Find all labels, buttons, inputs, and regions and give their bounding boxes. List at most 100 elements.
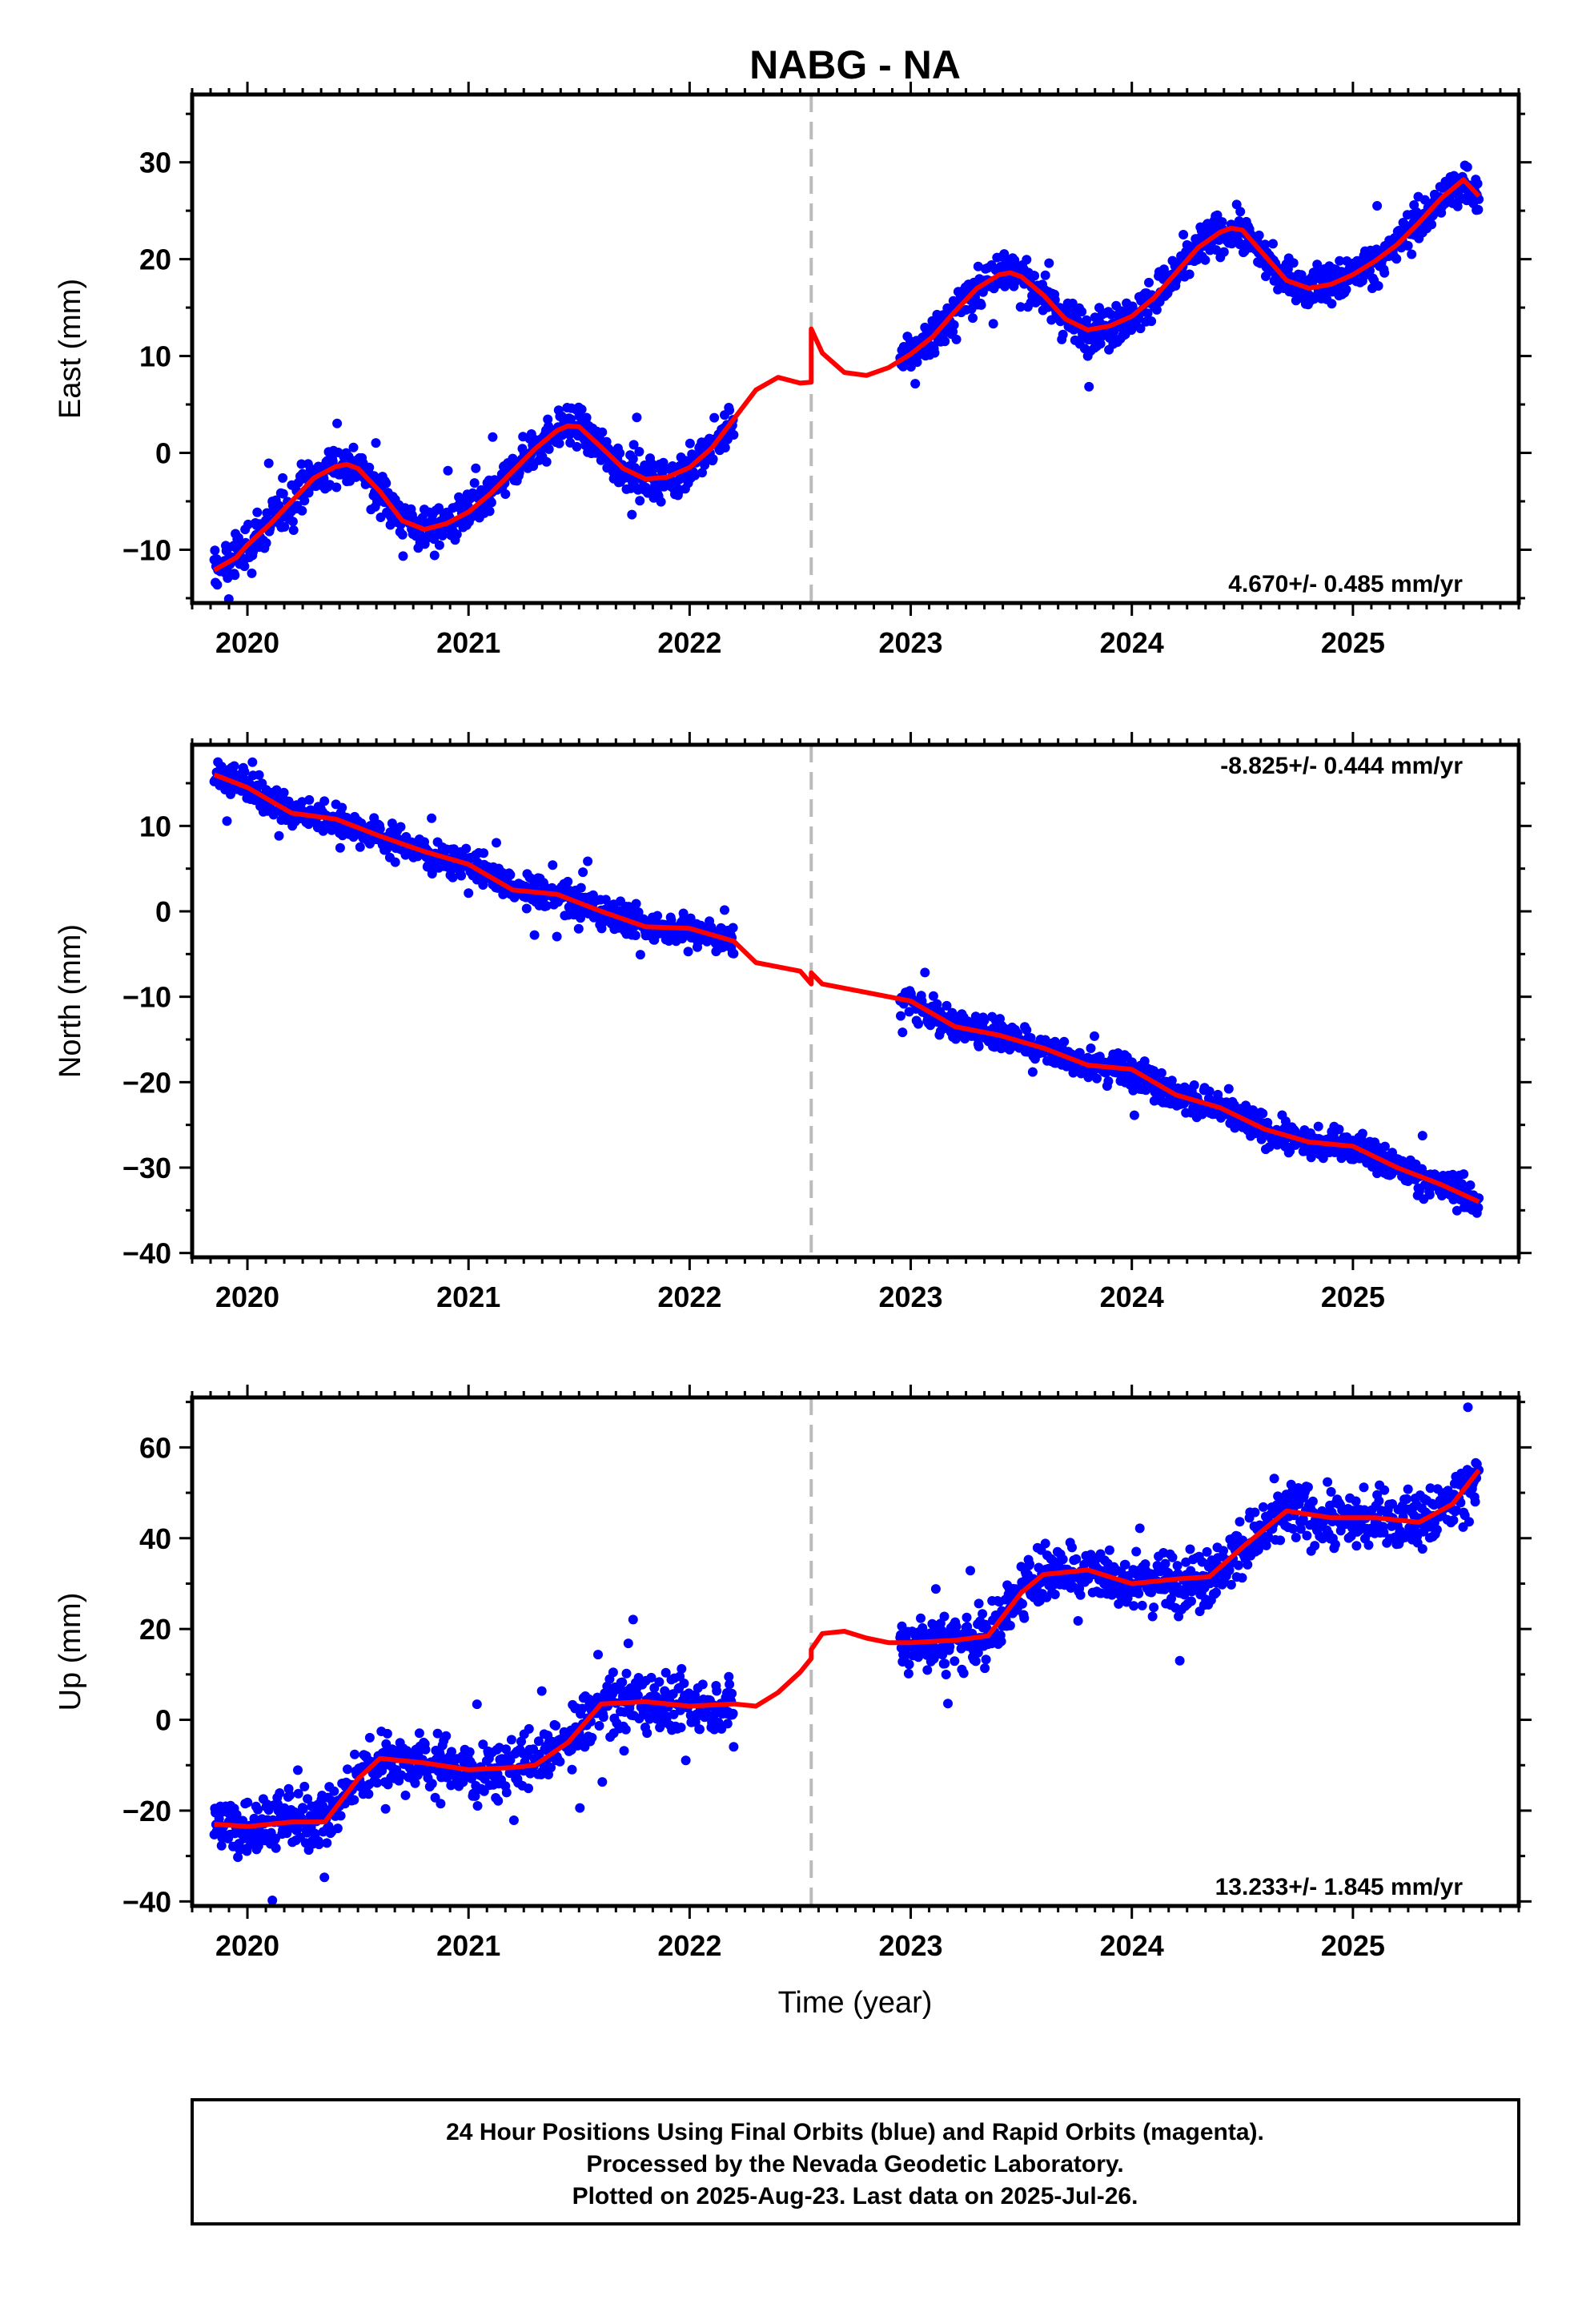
data-point [267,1896,278,1905]
data-point [1022,1025,1032,1035]
data-point [1134,1523,1145,1534]
data-point [594,1721,604,1731]
data-point [1303,1482,1313,1492]
data-point [396,822,406,832]
data-point [1211,1587,1221,1598]
data-point [608,1667,618,1678]
data-point [1090,1031,1099,1041]
data-point [254,770,264,780]
data-point [271,1843,281,1853]
data-point [319,796,330,806]
data-point [1167,1552,1178,1562]
x-tick-label: 2020 [215,626,279,659]
data-point [1379,267,1390,278]
data-point [1005,1620,1015,1630]
data-point [981,1655,991,1665]
data-point [521,903,532,914]
data-point [1456,1179,1467,1189]
data-point [1310,1541,1320,1551]
data-point [1197,1557,1207,1567]
data-point [652,911,663,921]
data-point [623,1638,633,1649]
data-point [524,1723,534,1734]
data-point [471,463,481,473]
data-point [617,1677,628,1687]
data-point [293,1788,303,1799]
data-point [375,824,385,834]
data-point [432,1728,443,1739]
data-point [974,1041,984,1051]
data-point [940,1659,950,1669]
data-point [516,1736,526,1747]
model-fit-line [213,177,1481,573]
data-point [243,1797,253,1807]
x-tick-label: 2020 [215,1281,279,1313]
data-point [1307,1496,1318,1506]
data-point [949,320,959,330]
data-point [634,447,644,456]
data-point [1288,258,1299,268]
data-point [319,1872,330,1883]
data-point [675,1671,685,1682]
data-point [546,1763,556,1773]
data-point [1459,1169,1469,1180]
data-point [974,1598,984,1609]
data-point [288,525,299,535]
data-point [729,430,739,440]
data-point [1473,204,1484,215]
data-point [685,913,696,923]
data-point [709,412,720,423]
data-point [685,438,695,448]
data-point [1217,217,1227,227]
data-point [632,1691,643,1701]
data-point [1302,1530,1312,1541]
y-tick-label: −30 [122,1152,171,1184]
panel-north: 2020 2021 2022 2023 2024 2025−40−30−20−10010N… [54,732,1532,1313]
data-point [1172,1561,1182,1571]
data-point [310,1829,320,1839]
data-point [472,1801,483,1811]
data-point [1077,307,1087,317]
data-point [548,860,558,870]
data-point [364,462,375,472]
data-point [456,870,467,881]
data-point [581,412,592,423]
data-point [452,529,462,540]
data-point [555,1756,565,1767]
data-point [303,1794,313,1804]
data-point [372,1778,382,1788]
data-point [962,1612,972,1622]
data-point [1280,1116,1291,1127]
data-point [1341,284,1351,295]
data-point [1139,1056,1150,1067]
data-point [1156,1068,1166,1078]
data-point [1334,1124,1344,1135]
y-tick-label: 20 [139,243,171,276]
data-point [631,899,641,909]
data-point [996,1636,1006,1647]
data-point [335,842,345,853]
data-point [252,507,263,517]
data-point [973,1647,983,1658]
data-point [1019,1613,1030,1623]
data-point [709,1724,720,1735]
data-point [327,456,338,467]
data-point [1312,259,1323,270]
data-point [536,1686,547,1696]
data-point [656,497,666,507]
y-tick-label: 30 [139,147,171,179]
data-point [910,379,921,389]
data-point [335,1811,346,1821]
data-point [400,1790,411,1800]
data-point [1298,1514,1308,1524]
x-tick-label: 2024 [1100,1281,1164,1313]
data-point [1391,254,1402,264]
data-point [1403,240,1413,251]
data-point [1419,195,1430,205]
data-point [1092,1073,1102,1084]
data-point [396,1770,407,1780]
data-point [1288,287,1298,298]
data-point [729,1742,739,1752]
